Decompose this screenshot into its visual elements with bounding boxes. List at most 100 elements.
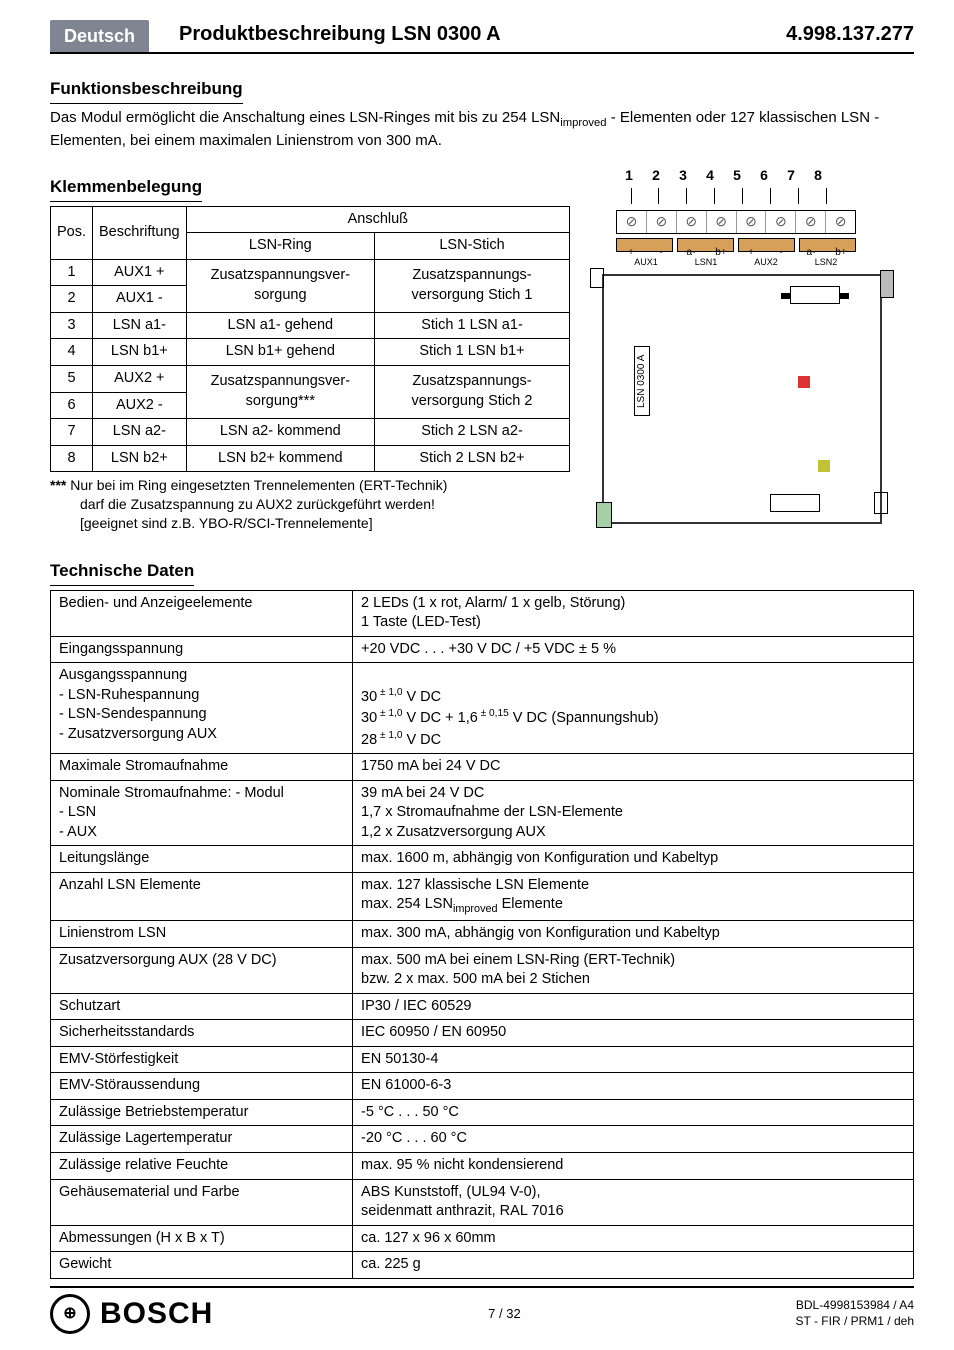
tech-section: Technische Daten Bedien- und Anzeigeelem… <box>50 550 914 1279</box>
diag-label: AUX2 <box>736 256 796 268</box>
tech-value: EN 61000-6-3 <box>353 1073 914 1100</box>
diag-numbers: 12345678 <box>622 166 825 185</box>
diag-num: 8 <box>811 166 825 185</box>
tech-label: Gehäusematerial und Farbe <box>51 1179 353 1225</box>
klem-left: Klemmenbelegung Pos. Beschriftung Anschl… <box>50 166 570 533</box>
tech-value: ca. 127 x 96 x 60mm <box>353 1225 914 1252</box>
cell: AUX2 - <box>93 392 187 419</box>
chip-top <box>790 286 840 304</box>
cell: Stich 1 LSN a1- <box>375 312 570 339</box>
language-badge: Deutsch <box>50 20 149 52</box>
tech-value: max. 300 mA, abhängig von Konfiguration … <box>353 920 914 947</box>
tech-label: Zulässige Lagertemperatur <box>51 1126 353 1153</box>
diag-num: 6 <box>757 166 771 185</box>
cell: LSN a2- kommend <box>186 419 374 446</box>
tech-value: 30 ± 1,0 V DC30 ± 1,0 V DC + 1,6 ± 0,15 … <box>353 663 914 754</box>
cell: LSN a1- gehend <box>186 312 374 339</box>
func-sub: improved <box>560 117 606 129</box>
note-stars: *** <box>50 477 66 493</box>
doc-code: 4.998.137.277 <box>786 21 914 52</box>
cell: Stich 2 LSN a2- <box>375 419 570 446</box>
cell: Zusatzspannungs-versorgung Stich 2 <box>375 365 570 418</box>
tech-label: Gewicht <box>51 1252 353 1279</box>
klem-row: Klemmenbelegung Pos. Beschriftung Anschl… <box>50 166 914 536</box>
label-row: AUX1LSN1AUX2LSN2 <box>616 256 856 268</box>
tech-value: ABS Kunststoff, (UL94 V-0), seidenmatt a… <box>353 1179 914 1225</box>
tech-value: IP30 / IEC 60529 <box>353 993 914 1020</box>
tech-value: +20 VDC . . . +30 V DC / +5 VDC ± 5 % <box>353 636 914 663</box>
diagram-col: 12345678 ⊘⊘⊘⊘ ⊘⊘⊘⊘ +-a-b++-a-b+ AUX1LSN1… <box>586 166 914 536</box>
func-text: Das Modul ermöglicht die Anschaltung ein… <box>50 108 914 151</box>
diag-num: 1 <box>622 166 636 185</box>
tech-label: Linienstrom LSN <box>51 920 353 947</box>
tech-label: Nominale Stromaufnahme: - Modul - LSN - … <box>51 780 353 846</box>
tech-label: Sicherheitsstandards <box>51 1020 353 1047</box>
cell: Stich 2 LSN b2+ <box>375 445 570 472</box>
func-p1: Das Modul ermöglicht die Anschaltung ein… <box>50 109 560 126</box>
cell: 2 <box>51 286 93 313</box>
note-l2: darf die Zusatzspannung zu AUX2 zurückge… <box>80 496 435 512</box>
tech-label: Zulässige Betriebstemperatur <box>51 1099 353 1126</box>
cell: 1 <box>51 259 93 286</box>
cell: Zusatzspannungs-versorgung Stich 1 <box>375 259 570 312</box>
tech-label: Zulässige relative Feuchte <box>51 1153 353 1180</box>
cell: AUX1 + <box>93 259 187 286</box>
tech-value: -5 °C . . . 50 °C <box>353 1099 914 1126</box>
tech-value: 2 LEDs (1 x rot, Alarm/ 1 x gelb, Störun… <box>353 590 914 636</box>
tech-value: IEC 60950 / EN 60950 <box>353 1020 914 1047</box>
diag-label: LSN1 <box>676 256 736 268</box>
th-ring: LSN-Ring <box>186 233 374 260</box>
cell: 4 <box>51 339 93 366</box>
terminal-strip: ⊘⊘⊘⊘ ⊘⊘⊘⊘ <box>616 210 856 234</box>
cell: Zusatzspannungsver-sorgung <box>186 259 374 312</box>
tech-label: Abmessungen (H x B x T) <box>51 1225 353 1252</box>
tech-value: 39 mA bei 24 V DC 1,7 x Stromaufnahme de… <box>353 780 914 846</box>
cell: LSN b2+ kommend <box>186 445 374 472</box>
diag-num: 5 <box>730 166 744 185</box>
page-number: 7 / 32 <box>213 1305 795 1323</box>
conn-bottom-left <box>596 502 612 528</box>
tech-value: 1750 mA bei 24 V DC <box>353 754 914 781</box>
tech-table: Bedien- und Anzeigeelemente2 LEDs (1 x r… <box>50 590 914 1279</box>
cell: LSN b1+ gehend <box>186 339 374 366</box>
tech-label: Anzahl LSN Elemente <box>51 872 353 920</box>
cell: Zusatzspannungsver-sorgung*** <box>186 365 374 418</box>
cell: 8 <box>51 445 93 472</box>
cell: Stich 1 LSN b1+ <box>375 339 570 366</box>
th-pos: Pos. <box>51 206 93 259</box>
left-bracket <box>590 268 604 288</box>
diag-num: 3 <box>676 166 690 185</box>
tech-value: max. 500 mA bei einem LSN-Ring (ERT-Tech… <box>353 947 914 993</box>
tech-value: max. 127 klassische LSN Elementemax. 254… <box>353 872 914 920</box>
conn-bottom-right <box>874 492 888 514</box>
cell: LSN b1+ <box>93 339 187 366</box>
klem-heading: Klemmenbelegung <box>50 176 202 202</box>
tech-label: Eingangsspannung <box>51 636 353 663</box>
chip-bottom <box>770 494 820 512</box>
func-section: Funktionsbeschreibung Das Modul ermöglic… <box>50 68 914 151</box>
side-connector <box>880 270 894 298</box>
bosch-logo-text: BOSCH <box>100 1294 213 1335</box>
th-ansch: Anschluß <box>186 206 569 233</box>
diag-num: 7 <box>784 166 798 185</box>
led-yellow <box>818 460 830 472</box>
tech-label: Schutzart <box>51 993 353 1020</box>
tech-value: ca. 225 g <box>353 1252 914 1279</box>
note-l3: [geeignet sind z.B. YBO-R/SCI-Trenneleme… <box>80 515 373 531</box>
tech-label: Zusatzversorgung AUX (28 V DC) <box>51 947 353 993</box>
footer: ⊕ BOSCH 7 / 32 BDL-4998153984 / A4 ST - … <box>50 1286 914 1335</box>
led-red <box>798 376 810 388</box>
footer-r1: BDL-4998153984 / A4 <box>796 1298 914 1314</box>
diag-label: LSN2 <box>796 256 856 268</box>
diag-num: 4 <box>703 166 717 185</box>
cell: 3 <box>51 312 93 339</box>
diag-label: AUX1 <box>616 256 676 268</box>
cell: LSN b2+ <box>93 445 187 472</box>
cell: 5 <box>51 365 93 392</box>
page-title: Produktbeschreibung LSN 0300 A <box>179 21 786 52</box>
tech-heading: Technische Daten <box>50 560 194 586</box>
cell: 7 <box>51 419 93 446</box>
tech-value: -20 °C . . . 60 °C <box>353 1126 914 1153</box>
cell: AUX2 + <box>93 365 187 392</box>
board-diagram: 12345678 ⊘⊘⊘⊘ ⊘⊘⊘⊘ +-a-b++-a-b+ AUX1LSN1… <box>586 166 896 536</box>
